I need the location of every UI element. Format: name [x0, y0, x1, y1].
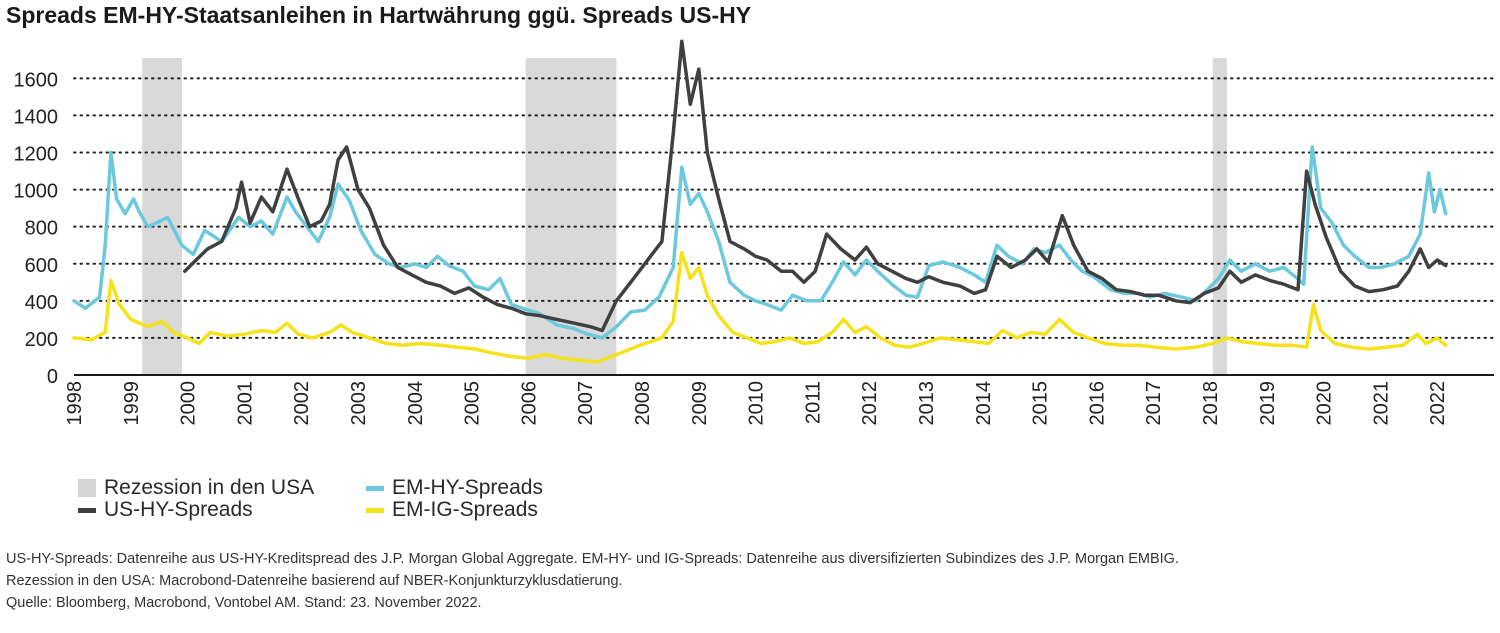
- y-tick-label: 1000: [14, 181, 59, 203]
- x-tick-label: 2008: [632, 381, 654, 426]
- x-tick-label: 2013: [916, 381, 938, 426]
- x-tick-label: 2018: [1200, 381, 1222, 426]
- y-tick-label: 1600: [14, 69, 59, 91]
- legend-swatch-em-ig: [366, 507, 384, 513]
- series-em-hy-spreads: [72, 145, 1448, 340]
- legend-item-em-hy: EM-HY-Spreads: [366, 476, 543, 500]
- x-tick-label: 2012: [859, 381, 881, 426]
- legend-label-recession: Rezession in den USA: [104, 476, 315, 499]
- y-tick-label: 800: [25, 218, 58, 240]
- x-tick-label: 1998: [64, 381, 86, 426]
- y-axis-tick-labels: 0 200 400 600 800 1000 1200 1400 1600: [14, 69, 59, 388]
- series-em-ig-spreads: [72, 250, 1448, 364]
- x-tick-label: 2011: [802, 381, 824, 424]
- x-tick-label: 2000: [178, 381, 200, 426]
- y-tick-label: 0: [47, 366, 58, 388]
- footnote-series: US-HY-Spreads: Datenreihe aus US-HY-Kred…: [6, 551, 1179, 567]
- legend: Rezession in den USA EM-HY-Spreads US-HY…: [78, 476, 638, 522]
- x-tick-label: 2005: [462, 381, 484, 426]
- footnote-source: Quelle: Bloomberg, Macrobond, Vontobel A…: [6, 595, 482, 611]
- legend-item-us-hy: US-HY-Spreads: [78, 498, 253, 522]
- x-tick-label: 2007: [575, 381, 597, 426]
- x-tick-label: 2009: [689, 381, 711, 426]
- x-tick-label: 2014: [973, 381, 995, 426]
- x-axis-tick-labels: 1998 1999 2000 2001 2002 2003 2004 2005 2006 2007…: [64, 381, 1449, 426]
- y-tick-label: 400: [25, 292, 58, 314]
- footnote-recession: Rezession in den USA: Macrobond-Datenrei…: [6, 573, 623, 589]
- y-tick-label: 1200: [14, 144, 59, 166]
- x-tick-label: 2017: [1143, 381, 1165, 426]
- legend-item-em-ig: EM-IG-Spreads: [366, 498, 538, 522]
- legend-label-us-hy: US-HY-Spreads: [104, 498, 253, 521]
- footnotes: US-HY-Spreads: Datenreihe aus US-HY-Kred…: [6, 548, 1179, 614]
- x-tick-label: 2020: [1314, 381, 1336, 426]
- y-tick-label: 600: [25, 255, 58, 277]
- legend-label-em-ig: EM-IG-Spreads: [392, 498, 538, 521]
- series-lines: [72, 39, 1448, 364]
- legend-swatch-recession: [78, 479, 96, 497]
- gridlines: [73, 77, 1495, 339]
- x-tick-label: 2010: [746, 381, 768, 426]
- x-tick-label: 2022: [1427, 381, 1449, 426]
- y-tick-label: 200: [25, 329, 58, 351]
- x-tick-label: 1999: [121, 381, 143, 426]
- recession-band-2: [1212, 58, 1228, 375]
- legend-swatch-em-hy: [366, 485, 384, 491]
- recession-bands: [142, 58, 1228, 375]
- legend-item-recession: Rezession in den USA: [78, 476, 314, 500]
- x-tick-label: 2006: [518, 381, 540, 426]
- line-chart: 0 200 400 600 800 1000 1200 1400 1600 1998 1999 20…: [14, 39, 1495, 426]
- y-tick-label: 1400: [14, 106, 59, 128]
- x-tick-label: 2001: [234, 381, 256, 426]
- x-tick-label: 2004: [405, 381, 427, 426]
- x-tick-label: 2021: [1370, 381, 1392, 426]
- x-tick-label: 2002: [291, 381, 313, 426]
- x-tick-label: 2016: [1086, 381, 1108, 426]
- x-tick-label: 2003: [348, 381, 370, 426]
- x-tick-label: 2019: [1257, 381, 1279, 426]
- legend-label-em-hy: EM-HY-Spreads: [392, 476, 543, 499]
- x-tick-label: 2015: [1030, 381, 1052, 426]
- legend-swatch-us-hy: [78, 507, 96, 513]
- page-title: Spreads EM-HY-Staatsanleihen in Hartwähr…: [6, 2, 752, 28]
- series-us-hy-spreads: [183, 39, 1448, 333]
